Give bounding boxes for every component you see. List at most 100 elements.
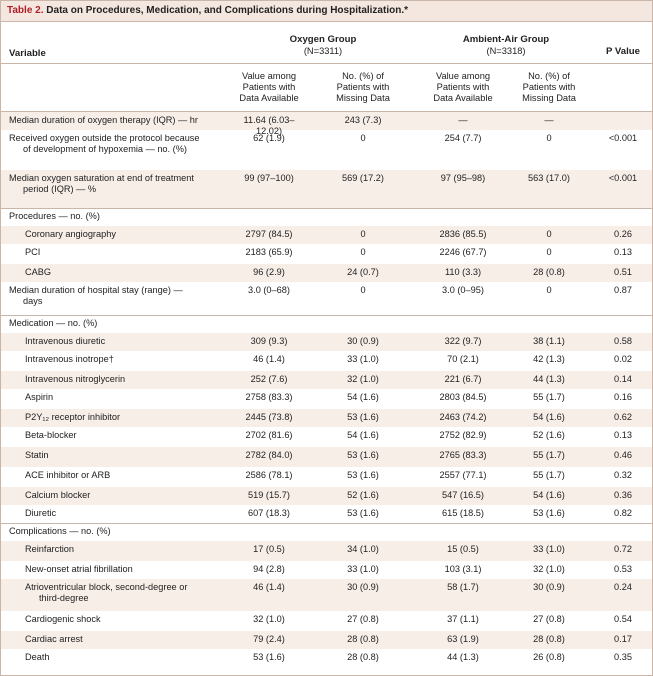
cell-ox-val: 519 (15.7) [248, 490, 290, 500]
row-label: P2Y₁₂ receptor inhibitor [25, 412, 225, 423]
cell-ox-miss: 30 (0.9) [347, 582, 379, 592]
cell-air-val: 37 (1.1) [447, 614, 479, 624]
table-row: Intravenous diuretic 309 (9.3) 30 (0.9) 322… [1, 333, 652, 351]
cell-p: 0.46 [614, 450, 632, 460]
table-row: CABG 96 (2.9) 24 (0.7) 110 (3.3) 28 (0.8) 0.5… [1, 264, 652, 282]
row-label-line1: Coronary angiography [25, 229, 116, 239]
cell-ox-val: 46 (1.4) [253, 582, 285, 592]
cell-ox-miss: 53 (1.6) [347, 412, 379, 422]
cell-air-miss: 32 (1.0) [533, 564, 565, 574]
cell-p: 0.13 [614, 247, 632, 257]
table-row: Received oxygen outside the protocol bec… [1, 130, 652, 170]
cell-ox-miss: 0 [360, 229, 366, 239]
cell-air-miss: 30 (0.9) [533, 582, 565, 592]
header-oxygen-group: Oxygen Group [289, 34, 357, 45]
cell-air-val: 2765 (83.3) [439, 450, 487, 460]
cell-air-miss: 27 (0.8) [533, 614, 565, 624]
header-air-missing-1: No. (%) of [528, 71, 570, 81]
row-label: Atrioventricular block, second-degree or… [25, 582, 225, 603]
table-number: Table 2. [7, 5, 44, 16]
cell-ox-val: 2797 (84.5) [245, 229, 293, 239]
cell-ox-miss: 243 (7.3) [344, 115, 382, 125]
cell-ox-val: 94 (2.8) [253, 564, 285, 574]
row-label: Procedures — no. (%) [9, 211, 231, 222]
cell-air-miss: 28 (0.8) [533, 267, 565, 277]
row-label: Cardiogenic shock [25, 614, 225, 625]
cell-air-miss: 0 [546, 247, 552, 257]
cell-ox-val: 79 (2.4) [253, 634, 285, 644]
cell-ox-miss: 34 (1.0) [347, 544, 379, 554]
cell-p: 0.54 [614, 614, 632, 624]
row-label: Medication — no. (%) [9, 318, 231, 329]
cell-p: 0.51 [614, 267, 632, 277]
header-air-n: (N=3318) [486, 46, 526, 56]
row-label-line1: Intravenous diuretic [25, 336, 106, 346]
cell-air-val: 44 (1.3) [447, 652, 479, 662]
cell-air-val: 3.0 (0–95) [442, 285, 484, 295]
cell-ox-val: 2758 (83.3) [245, 392, 293, 402]
cell-p: 0.02 [614, 354, 632, 364]
cell-p: 0.17 [614, 634, 632, 644]
cell-p: <0.001 [608, 133, 638, 143]
row-label-line2: period (IQR) — % [23, 183, 97, 194]
table-row: Atrioventricular block, second-degree or… [1, 579, 652, 611]
cell-ox-miss: 53 (1.6) [347, 508, 379, 518]
cell-air-val: 58 (1.7) [447, 582, 479, 592]
cell-p: <0.001 [608, 173, 638, 183]
header-variable: Variable [9, 48, 46, 59]
header-p-value: P Value [606, 46, 640, 57]
row-label: Aspirin [25, 392, 225, 403]
cell-air-val: 254 (7.7) [444, 133, 482, 143]
row-label: Coronary angiography [25, 229, 225, 240]
cell-p: 0.82 [614, 508, 632, 518]
row-label-line1: Aspirin [25, 392, 54, 402]
cell-air-val: — [458, 115, 468, 125]
cell-ox-val: 96 (2.9) [253, 267, 285, 277]
cell-ox-miss: 569 (17.2) [342, 173, 384, 183]
row-label-line2: of development of hypoxemia — no. (%) [23, 143, 187, 154]
cell-ox-val: 309 (9.3) [250, 336, 288, 346]
table-row: ACE inhibitor or ARB 2586 (78.1) 53 (1.6) 2… [1, 467, 652, 487]
cell-p: 0.72 [614, 544, 632, 554]
table-row: Aspirin 2758 (83.3) 54 (1.6) 2803 (84.5) 55 … [1, 389, 652, 409]
row-label-line1: Procedures — no. (%) [9, 211, 100, 221]
cell-ox-miss: 53 (1.6) [347, 450, 379, 460]
table-row: Cardiac arrest 79 (2.4) 28 (0.8) 63 (1.9) 28… [1, 631, 652, 649]
row-label: Diuretic [25, 508, 225, 519]
cell-ox-val: 2782 (84.0) [245, 450, 293, 460]
cell-air-miss: 55 (1.7) [533, 450, 565, 460]
cell-ox-val: 17 (0.5) [253, 544, 285, 554]
cell-air-miss: 0 [546, 229, 552, 239]
cell-ox-miss: 33 (1.0) [347, 354, 379, 364]
row-label: Median oxygen saturation at end of treat… [9, 173, 231, 194]
cell-air-miss: 54 (1.6) [533, 490, 565, 500]
cell-air-val: 97 (95–98) [440, 173, 486, 183]
cell-air-miss: 55 (1.7) [533, 470, 565, 480]
row-label-line1: Received oxygen outside the protocol bec… [9, 133, 200, 143]
cell-air-val: 547 (16.5) [442, 490, 484, 500]
cell-p: 0.36 [614, 490, 632, 500]
header-air-missing-3: Missing Data [522, 93, 576, 103]
row-label-line1: New-onset atrial fibrillation [25, 564, 133, 574]
row-label: Median duration of oxygen therapy (IQR) … [9, 115, 231, 126]
section-divider [1, 315, 652, 316]
row-label-line1: Atrioventricular block, second-degree or [25, 582, 188, 592]
row-label-line1: Intravenous nitroglycerin [25, 374, 126, 384]
table-row: Reinfarction 17 (0.5) 34 (1.0) 15 (0.5) 33 (… [1, 541, 652, 561]
table-row: Calcium blocker 519 (15.7) 52 (1.6) 547 (16… [1, 487, 652, 505]
cell-ox-val: 53 (1.6) [253, 652, 285, 662]
header-ox-value-1: Value among [241, 71, 297, 81]
table-row: Diuretic 607 (18.3) 53 (1.6) 615 (18.5) 53 (… [1, 505, 652, 523]
table-row: Procedures — no. (%) [1, 208, 652, 226]
cell-ox-val: 2702 (81.6) [245, 430, 293, 440]
row-label: Statin [25, 450, 225, 461]
table-row: Cardiogenic shock 32 (1.0) 27 (0.8) 37 (1.1… [1, 611, 652, 631]
cell-air-val: 63 (1.9) [447, 634, 479, 644]
row-label-line1: Reinfarction [25, 544, 75, 554]
header-ox-value-3: Data Available [239, 93, 299, 103]
table-row: Death 53 (1.6) 28 (0.8) 44 (1.3) 26 (0.8) 0.3… [1, 649, 652, 669]
table-title: Data on Procedures, Medication, and Comp… [46, 5, 408, 16]
row-label-line1: ACE inhibitor or ARB [25, 470, 111, 480]
table-row: Complications — no. (%) [1, 523, 652, 541]
